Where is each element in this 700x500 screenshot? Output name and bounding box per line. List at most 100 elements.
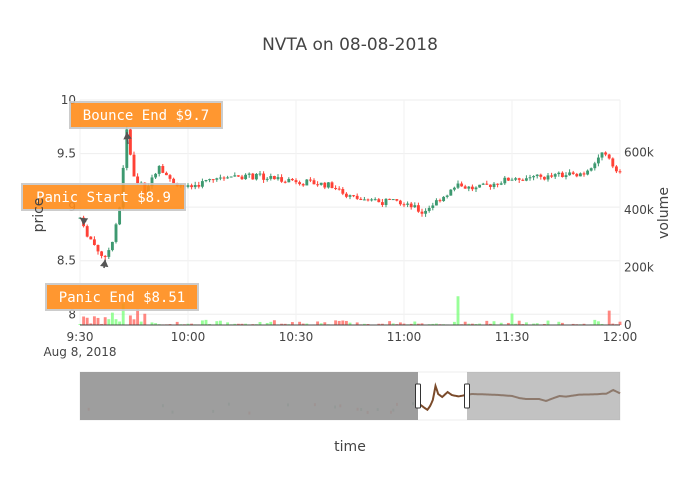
volume-bar [154,323,158,325]
candle-body [276,177,280,180]
candle-body [542,176,546,180]
rangeslider-handle-left[interactable] [415,383,421,409]
time-tick-label: 10:30 [279,330,314,344]
candle-body [283,181,287,183]
volume-bar [132,319,136,325]
volume-bar [280,323,284,325]
volume-bar [341,320,345,325]
candle-body [474,187,478,190]
time-tick-label: 11:00 [387,330,422,344]
volume-bar [380,323,384,325]
candle-body [190,185,194,188]
time-tick-label: 12:00 [603,330,638,344]
volume-bar [226,322,230,325]
volume-bar [204,319,208,325]
candle-body [186,185,190,187]
volume-bar [463,321,467,325]
annotation-arrowhead [123,132,132,140]
volume-tick-label: 0 [624,318,632,332]
volume-bar [114,319,118,325]
annotation-arrowhead [100,259,109,268]
annotation-layer: Bounce End $9.7 Panic Start $8.9 Panic End… [21,101,223,311]
rangeslider-handle-right[interactable] [464,383,470,409]
volume-bar [118,321,122,325]
candle-body [128,129,132,155]
volume-bar [571,323,575,325]
volume-bar [600,323,604,325]
candle-body [607,154,611,159]
candle-body [535,174,539,177]
candle-body [478,184,482,188]
volume-bar [136,309,140,325]
volume-bar [175,321,179,325]
candle-body [388,198,392,200]
annotation-text: Panic Start $8.9 [36,190,171,206]
volume-bar [510,313,514,325]
volume-bar [413,321,417,325]
candle-body [575,173,579,177]
candle-body [100,251,104,256]
candle-body [269,176,273,179]
candle-body [236,175,240,177]
volume-bar [244,323,248,325]
candle-body [316,184,320,186]
candle-body [431,205,435,208]
volume-tick-label: 200k [624,261,654,275]
volume-bar [283,323,287,325]
candle-body [424,210,428,214]
volume-bar [532,323,536,325]
annotation-box [21,183,186,211]
candle-body [485,183,489,185]
volume-bar [596,321,600,325]
candle-body [467,186,471,189]
candle-body [204,180,208,182]
range-slider[interactable] [79,371,621,421]
volume-bar [470,323,474,325]
volume-bar [431,323,435,325]
candle-body [524,178,528,181]
candle-body [229,176,233,178]
candle-body [89,236,93,240]
candle-body [416,205,420,212]
candle-body [154,173,158,178]
volume-bar [517,320,521,325]
candle-body [132,154,136,177]
volume-bar [150,322,154,325]
price-annotation: Panic Start $8.9 [21,183,186,226]
candle-body [251,173,255,180]
candle-body [434,200,438,206]
volume-bar [100,323,104,325]
annotation-text: Panic End $8.51 [59,290,185,306]
candle-body [557,172,561,175]
candle-body [571,172,575,174]
volume-bar [316,321,320,325]
volume-bar [82,316,86,325]
volume-bar [557,321,561,325]
volume-bar [337,320,341,325]
volume-bar [319,323,323,325]
candle-body [150,177,154,187]
volume-bar [398,322,402,325]
volume-bar [593,319,597,325]
volume-bar [186,323,190,325]
candle-body [488,184,492,187]
candle-body [247,173,251,175]
volume-bar [305,323,309,325]
candle-body [402,204,406,206]
candle-body [503,177,507,184]
candle-body [359,198,363,201]
candle-body [355,195,359,199]
volume-bar [78,323,82,325]
annotation-arrowhead [80,217,89,226]
candle-body [103,255,107,257]
x-axis-date-label: Aug 8, 2018 [43,345,116,359]
price-tick-label: 8.5 [57,254,76,268]
candle-body [114,224,118,242]
volume-bar [208,323,212,325]
volume-bar [452,321,456,325]
volume-bar [542,323,546,325]
candle-body [222,177,226,179]
candle-body [586,170,590,175]
volume-bar [506,322,510,325]
